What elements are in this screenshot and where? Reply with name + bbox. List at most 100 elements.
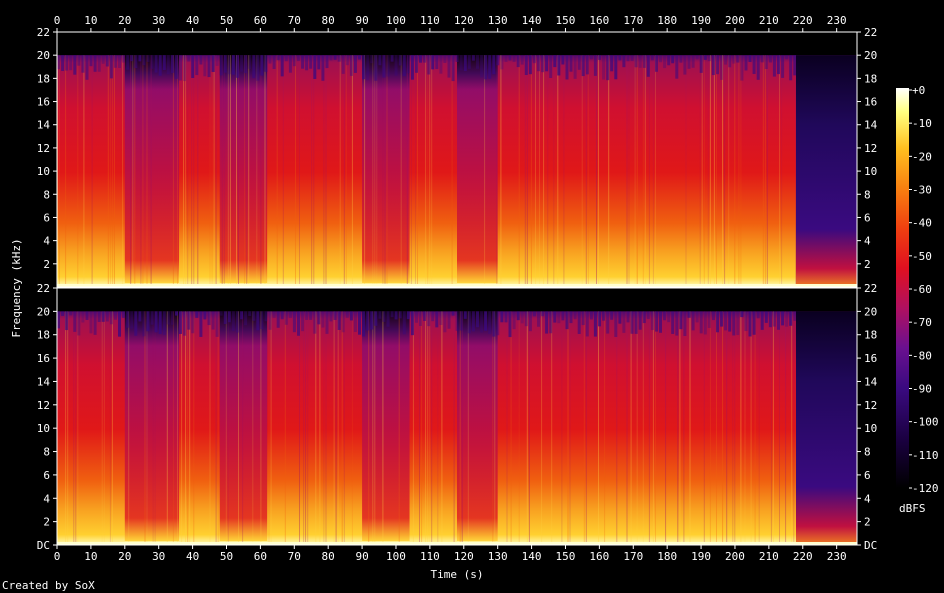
high-band-texture (549, 311, 553, 334)
texture-stripe (384, 55, 386, 287)
texture-stripe (496, 55, 498, 287)
texture-stripe (215, 55, 217, 287)
high-band-texture (459, 55, 463, 71)
texture-stripe (528, 311, 530, 545)
texture-stripe (567, 311, 569, 545)
high-band-texture (610, 311, 614, 320)
high-band-texture (415, 55, 418, 73)
high-band-texture (199, 55, 203, 65)
high-band-texture (264, 311, 268, 322)
high-band-texture (756, 311, 760, 319)
high-band-texture (65, 55, 69, 71)
texture-stripe (642, 55, 644, 287)
x-tick-label: 170 (623, 550, 643, 563)
texture-stripe (644, 55, 646, 287)
panel-border (56, 287, 858, 546)
high-band-texture (500, 55, 504, 70)
texture-stripe (260, 311, 262, 545)
high-band-texture (244, 55, 248, 74)
high-band-texture (65, 311, 69, 331)
high-band-texture (183, 311, 187, 336)
high-band-texture (362, 55, 366, 80)
texture-stripe (772, 311, 774, 545)
texture-stripe (374, 55, 376, 287)
x-tick-label: 230 (827, 14, 847, 27)
high-band-texture (789, 55, 793, 81)
x-tick-label: 50 (220, 550, 233, 563)
texture-stripe (252, 311, 254, 545)
high-band-texture (325, 55, 329, 69)
texture-stripe (569, 311, 571, 545)
high-band-texture (61, 55, 65, 71)
high-band-texture (248, 55, 252, 69)
high-band-texture (154, 311, 158, 333)
texture-stripe (372, 55, 374, 287)
texture-stripe (111, 311, 113, 545)
texture-stripe (166, 311, 168, 545)
x-tick-label: 210 (759, 14, 779, 27)
texture-stripe (372, 311, 374, 545)
high-band-texture (93, 55, 97, 72)
texture-stripe (652, 55, 654, 287)
high-band-texture (227, 55, 231, 75)
high-band-texture (524, 55, 528, 75)
texture-stripe (215, 311, 217, 545)
texture-stripe (227, 55, 229, 287)
high-band-texture (292, 55, 296, 67)
high-band-texture (366, 311, 370, 331)
texture-stripe (197, 55, 199, 287)
high-band-texture (398, 311, 402, 319)
texture-stripe (242, 311, 244, 545)
high-band-texture (105, 55, 109, 67)
texture-stripe (451, 55, 453, 287)
texture-stripe (707, 55, 709, 287)
high-band-texture (305, 311, 309, 320)
texture-stripe (177, 311, 178, 545)
texture-stripe (459, 311, 461, 545)
texture-stripe (770, 311, 772, 545)
texture-stripe (311, 55, 313, 287)
high-band-texture (402, 311, 406, 335)
texture-stripe (461, 311, 463, 545)
texture-stripe (526, 55, 528, 287)
texture-stripe (642, 311, 644, 545)
texture-stripe (181, 311, 183, 545)
high-band-texture (211, 55, 215, 72)
texture-stripe (303, 311, 305, 545)
high-band-texture (317, 55, 321, 70)
texture-stripe (376, 55, 378, 287)
high-band-texture (760, 55, 764, 63)
x-tick-label: 140 (522, 550, 542, 563)
high-band-texture (435, 55, 439, 70)
high-band-texture (394, 55, 398, 76)
texture-stripe (299, 311, 300, 545)
x-tick-label: 90 (355, 14, 368, 27)
high-band-texture (593, 55, 597, 76)
high-band-texture (557, 311, 561, 324)
texture-stripe (728, 55, 730, 287)
texture-stripe (732, 311, 734, 545)
high-band-texture (532, 311, 536, 317)
high-band-texture (545, 55, 549, 72)
texture-stripe (185, 311, 187, 545)
high-band-texture (183, 55, 187, 82)
high-band-texture (638, 55, 642, 68)
texture-stripe (677, 311, 679, 545)
colorbar-tick-label: -90 (912, 383, 932, 396)
texture-stripe (722, 55, 724, 287)
texture-stripe (530, 55, 532, 287)
y-tick-label: 2 (864, 258, 871, 271)
high-band-texture (744, 311, 748, 332)
high-band-texture (748, 311, 752, 337)
texture-stripe (583, 311, 585, 545)
high-band-texture (545, 311, 549, 334)
texture-stripe (144, 311, 146, 545)
x-tick-label: 20 (118, 14, 131, 27)
high-band-texture (606, 55, 610, 81)
high-band-texture (170, 55, 174, 73)
texture-stripe (779, 55, 780, 287)
high-band-texture (101, 311, 105, 322)
high-band-texture (732, 311, 736, 336)
texture-stripe (494, 311, 496, 545)
texture-stripe (189, 311, 191, 545)
